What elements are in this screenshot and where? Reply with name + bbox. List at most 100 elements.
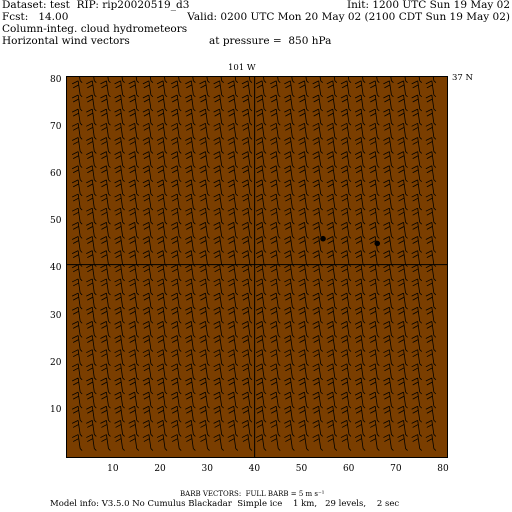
wind-barb-icon: [312, 236, 323, 253]
wind-barb-icon: [227, 80, 239, 98]
wind-barb-icon: [326, 278, 338, 296]
wind-barb-icon: [71, 278, 83, 296]
wind-barb-icon: [369, 108, 380, 126]
wind-barb-icon: [156, 221, 168, 239]
wind-barb-icon: [326, 377, 338, 395]
wind-barb-icon: [142, 80, 154, 98]
wind-barb-icon: [156, 434, 168, 451]
wind-barb-icon: [340, 221, 352, 239]
wind-barb-icon: [354, 165, 366, 183]
wind-barb-icon: [411, 151, 422, 168]
wind-barb-icon: [326, 151, 338, 168]
wind-barb-icon: [128, 151, 140, 168]
wind-barb-icon: [354, 264, 366, 282]
y-tick-label: 30: [50, 310, 62, 321]
wind-barb-icon: [298, 137, 309, 154]
wind-barb-icon: [86, 250, 97, 267]
wind-barb-icon: [397, 434, 408, 451]
wind-barb-icon: [241, 363, 253, 381]
wind-barb-icon: [71, 377, 83, 395]
wind-barb-icon: [86, 193, 97, 211]
wind-barb-icon: [255, 264, 267, 282]
wind-barb-icon: [411, 434, 422, 451]
wind-barb-icon: [86, 137, 97, 154]
wind-barb-icon: [397, 80, 408, 98]
wind-barb-icon: [213, 278, 224, 296]
wind-barb-icon: [270, 236, 281, 253]
wind-barb-icon: [425, 349, 437, 366]
wind-barb-icon: [270, 420, 281, 437]
wind-barb-icon: [114, 335, 125, 352]
wind-barb-icon: [411, 264, 422, 282]
wind-barb-icon: [227, 165, 239, 183]
wind-barb-icon: [128, 179, 140, 197]
wind-barb-icon: [241, 179, 253, 197]
wind-barb-icon: [383, 363, 394, 381]
wind-barb-icon: [142, 151, 154, 168]
pressure-level-label: at pressure = 850 hPa: [209, 35, 332, 47]
wind-barb-icon: [369, 151, 380, 168]
wind-barb-icon: [213, 236, 224, 253]
wind-barb-icon: [142, 292, 154, 310]
wind-barb-icon: [255, 80, 267, 98]
wind-barb-icon: [128, 377, 140, 395]
wind-barb-icon: [383, 80, 394, 98]
wind-barb-icon: [411, 292, 422, 310]
wind-barb-icon: [397, 151, 408, 168]
wind-barb-icon: [340, 292, 352, 310]
wind-barb-icon: [284, 391, 295, 409]
location-marker: [374, 240, 381, 247]
wind-barb-icon: [100, 391, 111, 409]
wind-barb-icon: [270, 207, 281, 225]
wind-barb-icon: [312, 80, 323, 98]
wind-barb-icon: [383, 250, 394, 267]
wind-barb-icon: [326, 236, 338, 253]
wind-barb-icon: [71, 391, 83, 409]
wind-barb-icon: [326, 321, 338, 338]
wind-barb-icon: [340, 137, 352, 154]
wind-barb-icon: [425, 151, 437, 168]
wind-barb-icon: [241, 377, 253, 395]
wind-barb-icon: [354, 122, 366, 140]
wind-barb-icon: [425, 80, 437, 98]
wind-barb-icon: [312, 306, 323, 324]
wind-barb-icon: [227, 321, 239, 338]
wind-barb-icon: [354, 236, 366, 253]
wind-barb-icon: [128, 306, 140, 324]
wind-barb-icon: [100, 151, 111, 168]
wind-barb-icon: [199, 349, 210, 366]
wind-barb-icon: [100, 94, 111, 112]
wind-barb-icon: [340, 434, 352, 451]
wind-barb-icon: [86, 391, 97, 409]
wind-barb-icon: [312, 363, 323, 381]
wind-barb-icon: [185, 122, 196, 140]
wind-barb-icon: [86, 363, 97, 381]
wind-barb-icon: [156, 122, 168, 140]
wind-barb-icon: [284, 236, 295, 253]
wind-barb-icon: [213, 306, 224, 324]
wind-barb-icon: [340, 377, 352, 395]
wind-barb-icon: [255, 236, 267, 253]
wind-barb-icon: [425, 137, 437, 154]
wind-barb-icon: [270, 391, 281, 409]
wind-barb-icon: [425, 264, 437, 282]
wind-barb-icon: [142, 264, 154, 282]
wind-barb-icon: [71, 94, 83, 112]
wind-barb-icon: [298, 391, 309, 409]
wind-barb-icon: [156, 363, 168, 381]
wind-barb-icon: [227, 236, 239, 253]
wind-barb-icon: [171, 391, 182, 409]
wind-barb-icon: [241, 108, 253, 126]
wind-barb-icon: [86, 236, 97, 253]
wind-barb-icon: [86, 306, 97, 324]
wind-barb-icon: [383, 207, 394, 225]
wind-barb-icon: [171, 137, 182, 154]
wind-barb-icon: [213, 391, 224, 409]
wind-barb-icon: [326, 108, 338, 126]
wind-barb-icon: [340, 278, 352, 296]
wind-barb-icon: [142, 278, 154, 296]
wind-barb-icon: [241, 137, 253, 154]
wind-barb-icon: [100, 306, 111, 324]
wind-barb-icon: [340, 349, 352, 366]
wind-barb-icon: [114, 363, 125, 381]
